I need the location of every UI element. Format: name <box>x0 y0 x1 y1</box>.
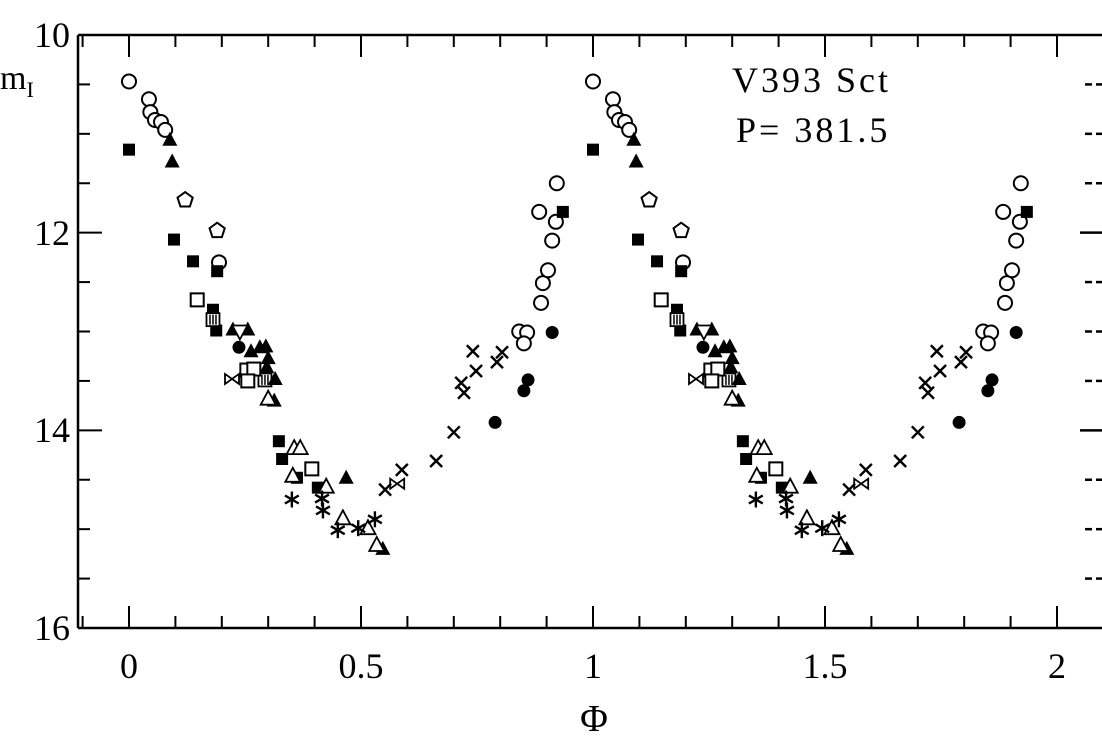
x-tick-label: 2 <box>1048 646 1066 686</box>
x-axis-label: Φ <box>580 698 608 738</box>
x-tick-label: 1.5 <box>802 646 848 686</box>
y-tick-label: 16 <box>34 607 70 648</box>
x-tick-label: 1 <box>584 646 602 686</box>
x-tick-label: 0 <box>120 646 138 686</box>
y-axis-label-main: m <box>0 60 27 97</box>
y-axis-label: mI <box>0 62 34 101</box>
y-tick-label: 12 <box>34 212 70 253</box>
x-tick-label: 0.5 <box>338 646 384 686</box>
y-axis-label-subscript: I <box>26 76 34 102</box>
period-label: P= 381.5 <box>736 110 891 150</box>
y-tick-label: 10 <box>34 15 70 55</box>
y-tick-label: 14 <box>34 410 70 451</box>
star-name: V393 Sct <box>732 60 891 100</box>
